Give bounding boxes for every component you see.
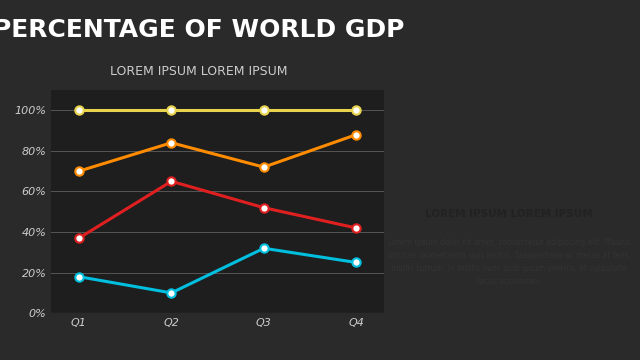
Text: Lorem ipsum dolor sit amet, consectetur adipiscing elit. Mauris
ultrices laoreet: Lorem ipsum dolor sit amet, consectetur … [388, 238, 630, 286]
Text: LOREM IPSUM LOREM IPSUM: LOREM IPSUM LOREM IPSUM [109, 65, 287, 78]
Text: PERCENTAGE OF WORLD GDP: PERCENTAGE OF WORLD GDP [0, 18, 404, 42]
Text: LOREM IPSUM LOREM IPSUM: LOREM IPSUM LOREM IPSUM [425, 209, 593, 219]
